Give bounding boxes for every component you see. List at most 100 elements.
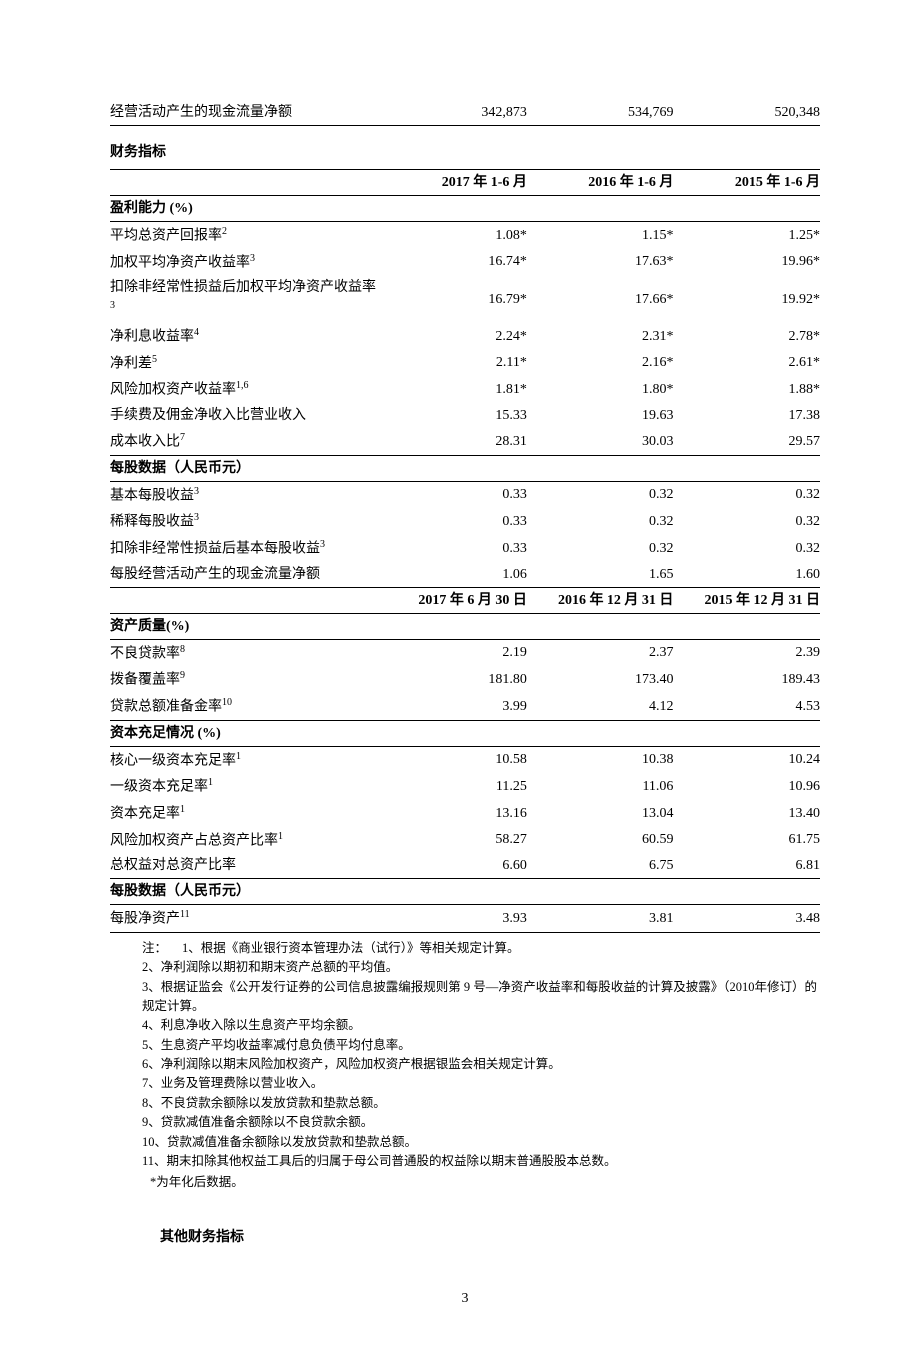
- header-empty: [110, 170, 380, 196]
- table-row: 手续费及佣金净收入比营业收入15.3319.6317.38: [110, 403, 820, 428]
- note-3: 3、根据证监会《公开发行证券的公司信息披露编报规则第 9 号—净资产收益率和每股…: [142, 978, 820, 1017]
- row-sup: 1: [278, 831, 283, 842]
- table-row: 一级资本充足率1 11.2511.0610.96: [110, 773, 820, 800]
- note-4: 4、利息净收入除以生息资产平均余额。: [142, 1016, 820, 1035]
- row-label: 手续费及佣金净收入比营业收入: [110, 408, 306, 423]
- cell: 6.75: [527, 853, 674, 879]
- cell: 16.79*: [380, 275, 527, 323]
- row-label: 加权平均净资产收益率: [110, 255, 250, 270]
- table-row: 稀释每股收益30.330.320.32: [110, 508, 820, 535]
- cell: 1.65: [527, 562, 674, 588]
- cell: 10.24: [673, 746, 820, 773]
- cell: 58.27: [380, 827, 527, 854]
- note-5: 5、生息资产平均收益率减付息负债平均付息率。: [142, 1036, 820, 1055]
- cell: 2.31*: [527, 323, 674, 350]
- cell: 61.75: [673, 827, 820, 854]
- header-2016h1: 2016 年 1-6 月: [527, 170, 674, 196]
- table-row: 核心一级资本充足率110.5810.3810.24: [110, 746, 820, 773]
- cell: 13.40: [673, 800, 820, 827]
- row-sup: 3: [320, 539, 325, 550]
- table-row: 扣除非经常性损益后加权平均净资产收益率316.79*17.66*19.92*: [110, 275, 820, 323]
- cell: 13.04: [527, 800, 674, 827]
- category-per-share-1: 每股数据（人民币元）: [110, 455, 820, 481]
- notes-label: 注：: [142, 939, 182, 958]
- category-profitability: 盈利能力 (%): [110, 196, 820, 222]
- row-label: 净利差: [110, 356, 152, 371]
- cell: 2.24*: [380, 323, 527, 350]
- cell: 3.99: [380, 693, 527, 720]
- top-row-label: 经营活动产生的现金流量净额: [110, 100, 380, 126]
- table-row: 净利息收益率42.24*2.31*2.78*: [110, 323, 820, 350]
- row-label: 风险加权资产占总资产比率: [110, 833, 278, 848]
- cell: 0.32: [527, 535, 674, 562]
- row-label: 稀释每股收益: [110, 515, 194, 530]
- table-row: 成本收入比728.3130.0329.57: [110, 428, 820, 455]
- cell: 11.06: [527, 773, 674, 800]
- row-sup: 3: [194, 486, 199, 497]
- row-sup: 3: [194, 512, 199, 523]
- cell: 1.15*: [527, 222, 674, 249]
- row-label: 不良贷款率: [110, 646, 180, 661]
- cell: 6.60: [380, 853, 527, 879]
- cell: 17.63*: [527, 249, 674, 276]
- table-row: 每股净资产113.933.813.48: [110, 905, 820, 933]
- row-label: 每股净资产: [110, 912, 180, 927]
- top-row-v3: 520,348: [673, 100, 820, 126]
- operating-cashflow-table: 经营活动产生的现金流量净额 342,873 534,769 520,348: [110, 100, 820, 126]
- cell: 15.33: [380, 403, 527, 428]
- table-row: 风险加权资产占总资产比率158.2760.5961.75: [110, 827, 820, 854]
- row-label: 平均总资产回报率: [110, 229, 222, 244]
- table-row: 扣除非经常性损益后基本每股收益30.330.320.32: [110, 535, 820, 562]
- row-sup: 10: [222, 697, 232, 708]
- row-label: 每股经营活动产生的现金流量净额: [110, 567, 320, 582]
- note-9: 9、贷款减值准备余额除以不良贷款余额。: [142, 1113, 820, 1132]
- cell: 0.32: [527, 481, 674, 508]
- table-row: 每股经营活动产生的现金流量净额1.061.651.60: [110, 562, 820, 588]
- header-2017-0630: 2017 年 6 月 30 日: [380, 587, 527, 613]
- cell: 0.33: [380, 481, 527, 508]
- financial-indicators-table: 2017 年 1-6 月 2016 年 1-6 月 2015 年 1-6 月 盈…: [110, 169, 820, 933]
- cell: 1.06: [380, 562, 527, 588]
- top-row-v2: 534,769: [527, 100, 674, 126]
- row-sup: 1: [208, 777, 213, 788]
- cell: 3.48: [673, 905, 820, 933]
- cell: 2.11*: [380, 350, 527, 377]
- row-label: 一级资本充足率: [110, 780, 208, 795]
- note-1: 1、根据《商业银行资本管理办法（试行）》等相关规定计算。: [182, 939, 520, 958]
- row-sup: 2: [222, 226, 227, 237]
- cell: 0.32: [673, 481, 820, 508]
- cell: 28.31: [380, 428, 527, 455]
- table-row: 基本每股收益30.330.320.32: [110, 481, 820, 508]
- cell: 11.25: [380, 773, 527, 800]
- cell: 1.08*: [380, 222, 527, 249]
- table-row: 加权平均净资产收益率316.74*17.63*19.96*: [110, 249, 820, 276]
- header-2015h1: 2015 年 1-6 月: [673, 170, 820, 196]
- cell: 0.32: [673, 535, 820, 562]
- cell: 30.03: [527, 428, 674, 455]
- cell: 1.81*: [380, 376, 527, 403]
- table-row: 总权益对总资产比率6.606.756.81: [110, 853, 820, 879]
- cell: 0.33: [380, 535, 527, 562]
- cell: 2.16*: [527, 350, 674, 377]
- cell: 4.53: [673, 693, 820, 720]
- note-2: 2、净利润除以期初和期末资产总额的平均值。: [142, 958, 820, 977]
- cell: 10.96: [673, 773, 820, 800]
- note-8: 8、不良贷款余额除以发放贷款和垫款总额。: [142, 1094, 820, 1113]
- note-7: 7、业务及管理费除以营业收入。: [142, 1074, 820, 1093]
- cell: 29.57: [673, 428, 820, 455]
- cell: 2.39: [673, 639, 820, 666]
- cell: 13.16: [380, 800, 527, 827]
- row-sup: 1: [180, 804, 185, 815]
- cell: 2.19: [380, 639, 527, 666]
- header-2015-1231: 2015 年 12 月 31 日: [673, 587, 820, 613]
- row-sup: 11: [180, 909, 190, 920]
- table-row: 平均总资产回报率21.08*1.15*1.25*: [110, 222, 820, 249]
- header-empty-2: [110, 587, 380, 613]
- table-row: 拨备覆盖率9181.80173.40189.43: [110, 666, 820, 693]
- cell: 17.38: [673, 403, 820, 428]
- row-label: 风险加权资产收益率: [110, 383, 236, 398]
- cell: 10.58: [380, 746, 527, 773]
- cell: 16.74*: [380, 249, 527, 276]
- row-label: 净利息收益率: [110, 330, 194, 345]
- row-label: 成本收入比: [110, 435, 180, 450]
